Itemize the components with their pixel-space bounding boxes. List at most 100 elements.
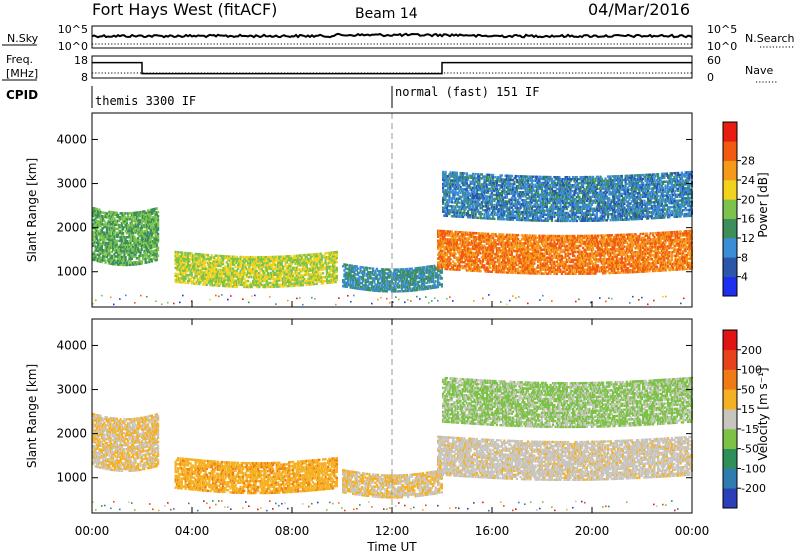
power-cell <box>450 252 453 255</box>
power-cell <box>489 256 492 259</box>
power-cell <box>560 234 563 238</box>
power-cell <box>223 272 226 276</box>
power-cell <box>564 262 567 266</box>
power-cell <box>497 243 500 246</box>
power-cell <box>299 256 302 259</box>
power-cell <box>483 268 486 271</box>
power-cell <box>524 252 527 255</box>
power-cell <box>282 259 285 262</box>
power-cell <box>277 285 280 288</box>
power-cell <box>513 239 516 243</box>
power-cell <box>185 269 188 273</box>
power-cell <box>188 280 191 283</box>
power-cell <box>100 219 103 222</box>
power-cell <box>594 256 597 259</box>
power-cell <box>298 280 301 283</box>
power-cell <box>138 250 141 254</box>
power-cell <box>447 242 450 245</box>
power-cell <box>240 281 243 284</box>
power-cell <box>507 271 510 274</box>
power-cell <box>267 256 270 259</box>
power-cell <box>209 283 212 287</box>
power-cell <box>157 214 160 218</box>
power-cell <box>265 275 268 279</box>
power-cell <box>234 261 237 264</box>
power-cell <box>567 258 570 262</box>
power-cell <box>357 279 360 282</box>
power-cell <box>470 241 473 245</box>
power-cell <box>124 226 127 229</box>
power-cell <box>578 236 581 240</box>
power-cell <box>359 285 362 289</box>
power-cell <box>195 258 198 262</box>
power-cell <box>594 250 597 253</box>
power-cell <box>94 247 97 250</box>
power-cell <box>598 246 601 249</box>
power-cell <box>199 269 202 272</box>
power-cell <box>529 248 532 251</box>
power-cell <box>527 264 530 267</box>
power-cell <box>563 238 566 242</box>
power-cell <box>522 236 525 239</box>
power-cell <box>270 283 273 286</box>
power-cell <box>144 247 147 250</box>
power-cell <box>284 269 287 272</box>
power-cell <box>448 242 451 245</box>
power-cell <box>565 246 568 250</box>
power-cell <box>129 243 132 247</box>
power-cell <box>503 255 506 258</box>
power-cell <box>237 279 240 282</box>
power-cell <box>523 270 526 273</box>
power-cell <box>528 270 531 273</box>
power-cell <box>378 285 381 289</box>
power-cell <box>242 273 245 277</box>
power-cell <box>270 265 273 269</box>
power-cell <box>184 251 187 255</box>
power-cell <box>440 231 443 235</box>
power-cell <box>255 264 258 267</box>
power-cell <box>104 253 107 256</box>
power-cell <box>430 270 433 274</box>
power-cell <box>314 268 317 272</box>
power-cell <box>290 260 293 264</box>
power-cell <box>599 252 602 255</box>
power-cell <box>468 233 471 236</box>
power-cell <box>299 276 302 279</box>
power-cell <box>117 233 120 237</box>
power-cell <box>139 210 142 214</box>
power-cell <box>204 281 207 284</box>
power-cell <box>565 258 568 262</box>
power-cell <box>212 272 215 275</box>
power-cell <box>114 227 117 230</box>
power-cell <box>182 281 185 284</box>
power-cell <box>148 223 151 226</box>
power-cell <box>482 232 485 235</box>
power-cell <box>229 279 232 282</box>
power-cell <box>358 279 361 282</box>
power-cell <box>430 265 433 268</box>
power-cell <box>582 256 585 259</box>
power-cell <box>333 265 336 268</box>
power-cell <box>582 268 585 271</box>
power-cell <box>589 254 592 257</box>
power-cell <box>102 231 105 234</box>
power-cell <box>325 271 328 275</box>
power-cell <box>493 252 496 256</box>
power-cell <box>144 233 147 237</box>
power-cell <box>222 282 225 286</box>
power-cell <box>132 233 135 237</box>
power-cell <box>558 252 561 256</box>
power-cell <box>458 236 461 240</box>
power-cell <box>113 225 116 228</box>
power-cell <box>312 281 315 284</box>
power-cell <box>547 272 550 275</box>
power-cell <box>553 262 556 265</box>
power-cell <box>577 254 580 258</box>
power-cell <box>389 282 392 285</box>
power-cell <box>220 276 223 280</box>
power-cell <box>204 277 207 280</box>
power-cell <box>540 266 543 269</box>
power-cell <box>153 231 156 235</box>
power-cell <box>194 254 197 258</box>
power-cell <box>130 217 133 221</box>
